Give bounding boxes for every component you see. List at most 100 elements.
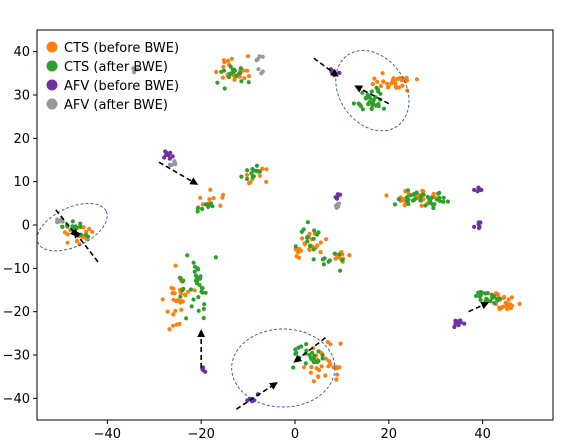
data-point (182, 292, 188, 297)
data-point (335, 372, 340, 377)
y-tick-label: −30 (3, 349, 30, 364)
data-point (400, 83, 405, 88)
x-tick-label: −20 (187, 427, 214, 442)
data-point (264, 179, 269, 184)
data-point (315, 232, 320, 237)
x-tick-label: 0 (291, 427, 299, 442)
data-point (312, 353, 317, 358)
data-point (374, 85, 379, 90)
data-point (65, 232, 70, 237)
dashed-arrow (313, 57, 339, 77)
data-point (351, 101, 356, 106)
data-point (293, 247, 298, 252)
data-point (438, 199, 443, 204)
data-point (425, 194, 430, 199)
data-point (363, 96, 369, 101)
data-point (420, 188, 425, 194)
data-point (246, 80, 251, 85)
data-point (170, 291, 175, 296)
data-point (173, 308, 178, 313)
data-point (337, 252, 342, 257)
data-point (228, 64, 233, 69)
annotations (36, 50, 490, 410)
data-point (391, 76, 396, 81)
data-point (323, 373, 328, 378)
dashed-arrow (468, 301, 490, 313)
data-point (169, 285, 174, 291)
y-tick-label: 40 (13, 45, 30, 60)
data-point (418, 198, 423, 203)
data-point (220, 75, 225, 80)
data-point (431, 205, 436, 211)
data-point (411, 192, 416, 197)
data-point (188, 287, 194, 292)
data-point (250, 174, 255, 180)
data-point (484, 296, 489, 301)
data-point (264, 167, 269, 172)
data-point (180, 288, 185, 293)
data-point (405, 188, 411, 193)
data-point (490, 293, 495, 298)
dashed-ellipse (36, 202, 108, 252)
data-point (232, 67, 237, 72)
data-point (334, 196, 340, 201)
data-point (74, 225, 79, 230)
data-point (294, 350, 299, 355)
data-point (246, 74, 252, 79)
data-point (185, 253, 190, 258)
data-point (478, 293, 483, 298)
data-point (483, 291, 488, 296)
dashed-arrow (354, 85, 390, 105)
y-tick-label: −20 (3, 305, 30, 320)
data-point (163, 149, 168, 154)
data-point (199, 289, 204, 294)
data-point (472, 187, 477, 192)
data-point (303, 361, 308, 366)
data-point (293, 347, 298, 352)
data-point (380, 71, 385, 76)
data-point (208, 187, 213, 192)
data-point (311, 247, 316, 252)
data-point (405, 88, 410, 93)
data-point (226, 74, 232, 80)
data-point (257, 173, 262, 178)
data-point (86, 234, 91, 239)
data-point (57, 218, 62, 224)
series-afv-after-bwe (55, 54, 342, 225)
data-point (195, 278, 200, 283)
data-point (201, 306, 206, 311)
data-point (167, 156, 172, 161)
data-point (301, 227, 306, 232)
data-point (376, 104, 381, 109)
axes: −40 −20 0 20 40 −40 −30 −20 −10 0 10 20 30 40 (3, 29, 554, 442)
data-point (192, 269, 197, 274)
data-point (245, 168, 250, 173)
legend-label: AFV (after BWE) (64, 98, 168, 113)
dashed-arrow (235, 382, 278, 410)
data-point (332, 251, 337, 256)
data-point (201, 315, 206, 321)
data-point (309, 364, 314, 370)
data-point (309, 356, 314, 362)
x-tick-label: 20 (381, 427, 398, 442)
data-point (177, 321, 182, 327)
data-point (78, 224, 83, 229)
data-point (170, 154, 175, 159)
data-point (384, 193, 389, 198)
data-point (198, 195, 203, 200)
data-point (132, 66, 137, 72)
data-point (314, 366, 319, 371)
data-point (186, 289, 191, 294)
y-tick-label: −40 (3, 392, 30, 407)
data-point (232, 77, 237, 82)
data-point (222, 60, 227, 65)
data-point (319, 364, 324, 369)
data-point (221, 192, 226, 197)
data-point (502, 294, 507, 299)
data-point (392, 202, 398, 207)
data-point (208, 201, 214, 206)
data-point (222, 68, 227, 73)
data-point (60, 219, 65, 224)
data-point (365, 92, 370, 97)
data-point (78, 232, 83, 237)
